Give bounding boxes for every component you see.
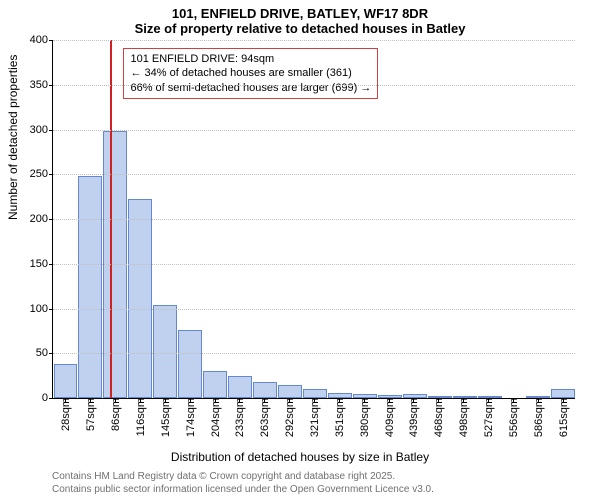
x-tick-mark: [389, 398, 390, 402]
x-tick-mark: [165, 398, 166, 402]
x-tick-mark: [115, 398, 116, 402]
x-tick-label: 468sqm: [431, 398, 445, 437]
gridline: [53, 353, 575, 354]
y-axis-label: Number of detached properties: [6, 55, 20, 220]
x-tick-label: 498sqm: [456, 398, 470, 437]
x-tick-label: 527sqm: [481, 398, 495, 437]
x-tick-label: 116sqm: [133, 398, 147, 436]
x-tick-mark: [90, 398, 91, 402]
bar: [253, 382, 277, 398]
gridline: [53, 309, 575, 310]
gridline: [53, 40, 575, 41]
x-tick-label: 409sqm: [382, 398, 396, 437]
gridline: [53, 174, 575, 175]
x-tick-mark: [140, 398, 141, 402]
x-tick-label: 321sqm: [307, 398, 321, 437]
x-tick-mark: [264, 398, 265, 402]
x-tick-mark: [463, 398, 464, 402]
footnote-line1: Contains HM Land Registry data © Crown c…: [52, 470, 434, 483]
y-tick-mark: [49, 174, 53, 175]
x-tick-label: 380sqm: [357, 398, 371, 437]
bar: [551, 389, 575, 398]
bar: [153, 305, 177, 398]
x-tick-label: 57sqm: [83, 398, 97, 431]
x-tick-mark: [65, 398, 66, 402]
y-tick-mark: [49, 264, 53, 265]
x-tick-label: 351sqm: [332, 398, 346, 437]
x-tick-label: 28sqm: [58, 398, 72, 431]
x-tick-mark: [563, 398, 564, 402]
annotation-line1: 101 ENFIELD DRIVE: 94sqm: [130, 52, 371, 66]
bar: [54, 364, 78, 398]
bar: [278, 385, 302, 398]
annotation-box: 101 ENFIELD DRIVE: 94sqm ← 34% of detach…: [123, 48, 378, 99]
x-axis-label: Distribution of detached houses by size …: [0, 450, 600, 464]
gridline: [53, 219, 575, 220]
footnote-line2: Contains public sector information licen…: [52, 483, 434, 496]
x-tick-label: 86sqm: [108, 398, 122, 431]
x-tick-label: 292sqm: [282, 398, 296, 437]
x-tick-mark: [413, 398, 414, 402]
x-tick-mark: [190, 398, 191, 402]
x-tick-mark: [513, 398, 514, 402]
x-tick-mark: [289, 398, 290, 402]
footnote: Contains HM Land Registry data © Crown c…: [52, 470, 434, 496]
x-tick-mark: [438, 398, 439, 402]
x-tick-mark: [314, 398, 315, 402]
x-tick-mark: [364, 398, 365, 402]
y-tick-mark: [49, 398, 53, 399]
y-tick-mark: [49, 309, 53, 310]
bar: [78, 176, 102, 398]
annotation-line2: ← 34% of detached houses are smaller (36…: [130, 66, 371, 80]
bar: [228, 376, 252, 398]
y-tick-mark: [49, 40, 53, 41]
x-tick-mark: [239, 398, 240, 402]
chart-title-sub: Size of property relative to detached ho…: [0, 21, 600, 36]
chart-container: 101, ENFIELD DRIVE, BATLEY, WF17 8DR Siz…: [0, 0, 600, 500]
x-tick-mark: [538, 398, 539, 402]
gridline: [53, 130, 575, 131]
bar: [128, 199, 152, 398]
bar: [303, 389, 327, 398]
x-tick-label: 263sqm: [257, 398, 271, 437]
x-tick-mark: [215, 398, 216, 402]
x-tick-mark: [488, 398, 489, 402]
x-tick-mark: [339, 398, 340, 402]
x-tick-label: 615sqm: [556, 398, 570, 437]
x-tick-label: 439sqm: [406, 398, 420, 437]
gridline: [53, 264, 575, 265]
annotation-line3: 66% of semi-detached houses are larger (…: [130, 81, 371, 95]
bar: [203, 371, 227, 398]
x-tick-label: 233sqm: [232, 398, 246, 437]
x-tick-label: 586sqm: [531, 398, 545, 437]
x-tick-label: 145sqm: [158, 398, 172, 437]
x-tick-label: 174sqm: [183, 398, 197, 437]
chart-title-main: 101, ENFIELD DRIVE, BATLEY, WF17 8DR: [0, 0, 600, 21]
x-tick-label: 204sqm: [208, 398, 222, 437]
gridline: [53, 85, 575, 86]
y-tick-mark: [49, 85, 53, 86]
plot-area: 101 ENFIELD DRIVE: 94sqm ← 34% of detach…: [52, 40, 575, 399]
y-tick-mark: [49, 219, 53, 220]
y-tick-mark: [49, 353, 53, 354]
bar: [178, 330, 202, 398]
x-tick-label: 556sqm: [506, 398, 520, 437]
y-tick-mark: [49, 130, 53, 131]
